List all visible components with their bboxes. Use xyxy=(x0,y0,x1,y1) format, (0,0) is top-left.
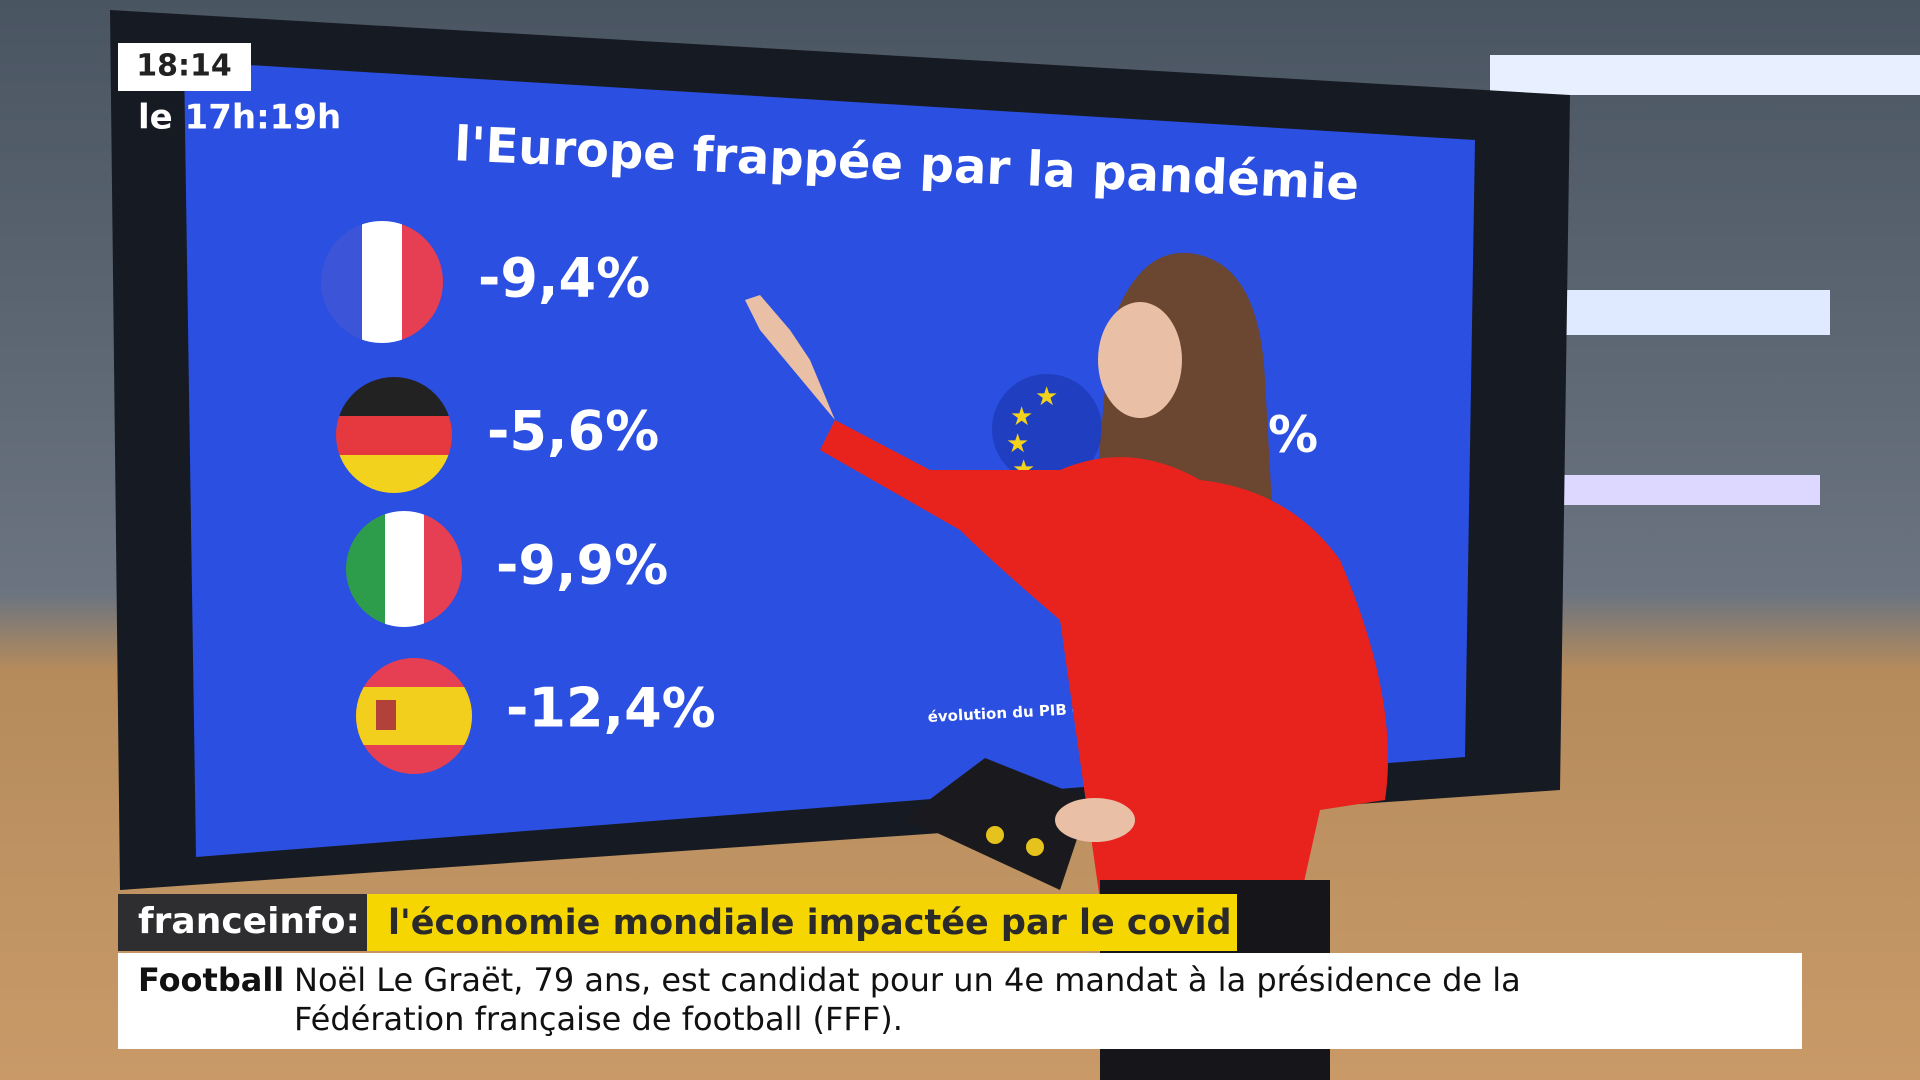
studio-light xyxy=(1490,55,1920,95)
program-time: le 17h:19h xyxy=(138,98,341,138)
country-value: -9,4% xyxy=(478,247,650,310)
flag-spain xyxy=(356,658,472,774)
studio-light xyxy=(1530,475,1820,505)
ticker-line: Noël Le Graët, 79 ans, est candidat pour… xyxy=(294,961,1521,999)
clock: 18:14 xyxy=(136,49,232,84)
ticker-box xyxy=(118,953,1802,1049)
flag-italy xyxy=(346,511,462,627)
ticker-line: Fédération française de football (FFF). xyxy=(294,1000,903,1038)
svg-text:★: ★ xyxy=(1010,402,1033,432)
country-value: -5,6% xyxy=(487,400,659,463)
brand-box xyxy=(118,894,367,951)
svg-text:★: ★ xyxy=(1035,382,1058,412)
flag-germany xyxy=(336,377,452,493)
ticker-label: Football xyxy=(138,961,284,999)
brand: franceinfo: xyxy=(138,901,360,942)
clock-box xyxy=(118,43,251,91)
country-value: -9,9% xyxy=(496,534,668,597)
country-values: -9,4% -5,6% -9,9% -12,4% xyxy=(478,247,716,740)
headline: l'économie mondiale impactée par le covi… xyxy=(388,903,1232,943)
studio-light xyxy=(1550,290,1830,335)
svg-text:★: ★ xyxy=(1006,429,1029,459)
ticker-text: Noël Le Graët, 79 ans, est candidat pour… xyxy=(294,961,1521,1038)
eu-value: % xyxy=(1268,406,1318,464)
headline-box xyxy=(367,894,1237,951)
country-value: -12,4% xyxy=(506,677,716,740)
flag-eu xyxy=(992,374,1102,484)
